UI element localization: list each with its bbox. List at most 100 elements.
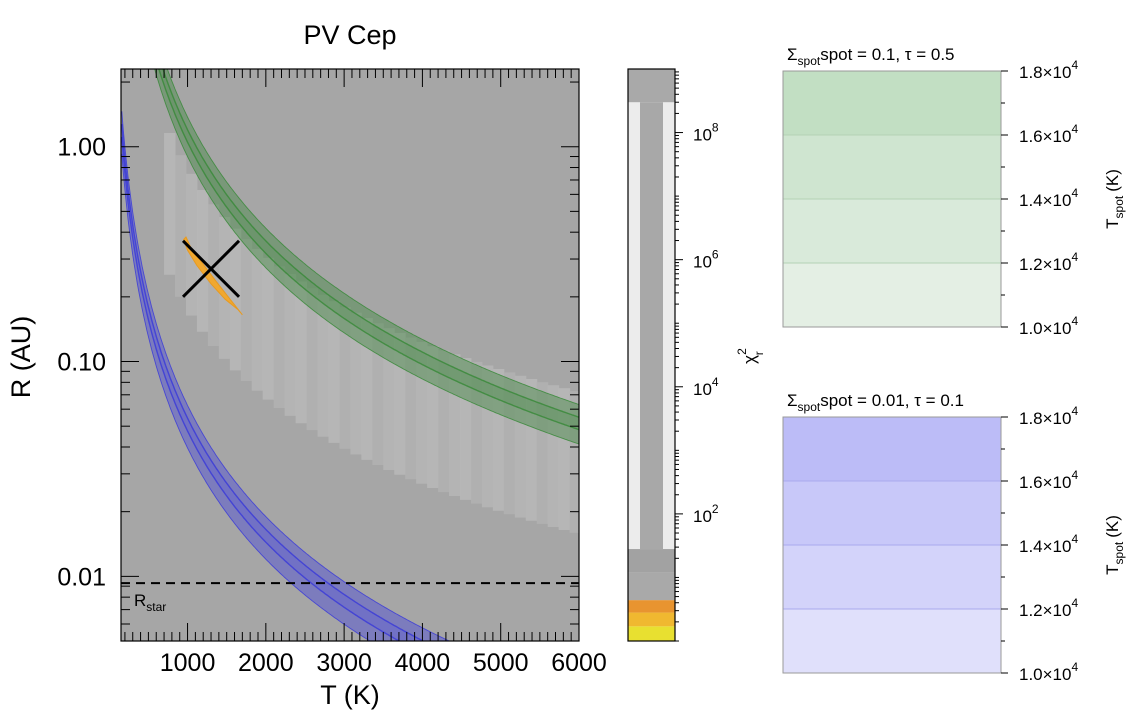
blue-edge-4 [121,111,451,641]
heatmap-cell [339,307,351,449]
y-axis-label: R (AU) [6,316,36,399]
blue-edge-2 [121,136,401,641]
chi2-tick-label: 106 [693,248,719,272]
green-swatch [783,199,1001,263]
chi2-colorbar-swatches [628,69,675,641]
green-swatch [783,135,1001,199]
blue-colorbar-swatches [783,417,1001,673]
blue-colorbar-label: Tspot(K) [1103,515,1126,575]
main-tick-labels: 1000 2000 3000 4000 5000 6000 1.00 0.10 0.01 [57,134,606,677]
heatmap-cell [306,288,319,431]
blue-tick-label: 1.2×104 [1019,596,1078,620]
heatmap-cell [569,391,579,533]
green-colorbar-label: Tspot(K) [1103,169,1126,229]
heatmap-cell [547,385,560,527]
green-tick-label: 1.8×104 [1019,58,1078,82]
chi2-swatch [628,626,675,641]
green-edge-4 [166,69,579,405]
heatmap-cell [449,354,461,497]
heatmap-cell [262,257,275,400]
chi2-colorbar-label: χ2 r [735,348,766,364]
heatmap-cell [581,394,592,536]
chi2-colorbar: 102 104 106 108 χ2 r [627,68,766,642]
heatmap-cell [185,173,198,316]
rstar-label: Rstar [134,591,166,614]
best-fit-marker [181,239,241,298]
chi2-colorbar-tick-labels: 102 104 106 108 [693,121,719,526]
heatmap-valley [164,133,603,539]
blue-swatch [783,417,1001,481]
blue-swatch [783,545,1001,609]
green-spot-colorbar: Σspotspot = 0.1, τ = 0.5 1.0×1041.2×1041… [782,45,1126,338]
model-bands [121,69,579,641]
chi2-swatch-core [640,102,663,550]
blue-tick-label: 1.4×104 [1019,532,1078,556]
heatmap-cell [273,266,286,409]
heatmap-cell [405,337,417,480]
blue-swatch [783,609,1001,673]
green-tick-label: 1.0×104 [1019,314,1078,338]
heatmap-cell [592,397,603,539]
x-tick-label: 2000 [238,649,294,677]
y-tick-label: 1.00 [57,134,106,162]
best-fit-stroke-2 [181,239,241,298]
blue-colorbar-tick-labels: 1.0×104 1.2×104 1.4×104 1.6×104 1.8×104 [1019,404,1078,684]
green-colorbar-title: Σspotspot = 0.1, τ = 0.5 [787,45,955,68]
heatmap-cell [251,248,264,391]
blue-band-fill [121,136,400,641]
blue-tick-label: 1.6×104 [1019,468,1078,492]
heatmap-cell [470,361,483,504]
blue-colorbar-ticks [1001,416,1008,674]
heatmap-cell [207,204,220,347]
blue-colorbar-title: Σspotspot = 0.01, τ = 0.1 [787,391,964,414]
heatmap-cell [438,350,450,493]
heatmap-cell [536,382,549,524]
good-fit-polygon [183,236,243,316]
main-title: PV Cep [303,20,396,50]
green-tick-label: 1.6×104 [1019,122,1078,146]
heatmap-cell [164,133,176,275]
heatmap-cell [503,372,516,515]
blue-edge-3 [121,124,425,641]
heatmap-cell [240,239,253,381]
x-tick-label: 1000 [160,649,216,677]
chi2-swatch [628,549,675,573]
x-tick-label: 6000 [551,649,607,677]
chi2-tick-label: 108 [693,121,719,145]
main-ticks [121,69,580,642]
heatmap-cell [427,346,439,488]
main-plot-frame [120,68,580,642]
green-edge-2 [158,69,579,431]
chi2-swatch [628,600,675,613]
heatmap-cell [295,281,308,424]
blue-tick-label: 1.8×104 [1019,404,1078,428]
heatmap-cell [514,375,527,518]
heatmap-cell [175,155,187,297]
heatmap-cell [416,341,428,484]
chi2-swatch [628,572,675,601]
heatmap-cell [328,301,340,443]
heatmap-cell [525,378,538,521]
good-fit-region [183,236,243,316]
heatmap-cell [229,228,242,371]
chi2-swatch [628,612,675,627]
x-axis-label: T (K) [320,680,380,710]
chi2-colorbar-frame [627,68,676,642]
green-edge-3 [162,69,579,418]
heatmap-cell [459,358,472,500]
green-colorbar-swatches [783,71,1001,327]
chi2-swatch [628,69,675,103]
heatmap-cell [481,365,494,508]
green-swatch [783,263,1001,327]
heatmap-cell [492,369,505,511]
green-swatch [783,71,1001,135]
x-tick-label: 5000 [473,649,529,677]
heatmap-cell [558,388,571,530]
x-tick-label: 4000 [395,649,451,677]
blue-swatch [783,481,1001,545]
blue-spot-colorbar: Σspotspot = 0.01, τ = 0.1 1.0×104 1.2×104… [782,391,1126,684]
chi2-tick-label: 102 [693,502,719,526]
green-colorbar-tick-labels: 1.0×104 1.2×104 1.4×104 1.6×104 1.8×104 [1019,58,1078,338]
heatmap-cell [350,312,362,455]
